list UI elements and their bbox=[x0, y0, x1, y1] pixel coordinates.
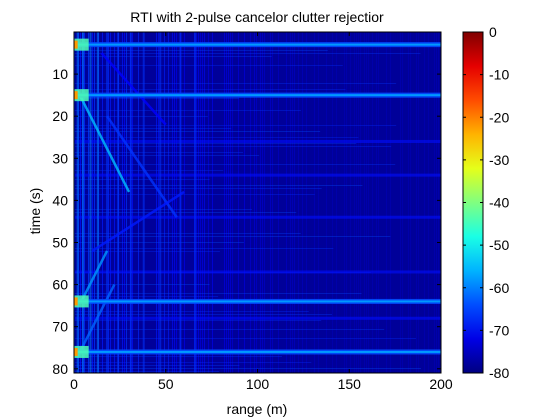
y-axis-label: time (s) bbox=[27, 188, 43, 235]
x-axis-label: range (m) bbox=[227, 401, 288, 417]
range-column-47 bbox=[159, 32, 162, 373]
colorbar-label--70: -70 bbox=[489, 322, 509, 338]
range-column-31 bbox=[129, 32, 132, 373]
range-column-5 bbox=[82, 32, 85, 373]
range-column-66 bbox=[194, 32, 197, 373]
range-column-9 bbox=[89, 32, 92, 373]
y-tick-label-70: 70 bbox=[52, 319, 68, 335]
x-tick-label-100: 100 bbox=[246, 376, 270, 392]
range-column-13 bbox=[96, 32, 99, 373]
bright-band-76 bbox=[74, 345, 441, 358]
target-track-5 bbox=[100, 52, 167, 126]
range-column-18 bbox=[106, 32, 109, 373]
stripe-band-44 bbox=[74, 215, 441, 219]
y-tick-label-40: 40 bbox=[52, 192, 68, 208]
colorbar: 0 -10 -20 -30 -40 -50 -60 -70 -80 bbox=[462, 24, 509, 381]
colorbar-label--30: -30 bbox=[489, 152, 509, 168]
colorbar-label--20: -20 bbox=[489, 109, 509, 125]
y-tick-label-80: 80 bbox=[52, 361, 68, 377]
rti-heatmap bbox=[74, 32, 441, 373]
colorbar-label--40: -40 bbox=[489, 195, 509, 211]
x-tick-label-200: 200 bbox=[429, 376, 453, 392]
target-track-3 bbox=[91, 190, 185, 252]
y-tick-label-30: 30 bbox=[52, 150, 68, 166]
range-column-texture bbox=[74, 32, 439, 373]
stripe-band-57 bbox=[74, 270, 441, 274]
colorbar-label--80: -80 bbox=[489, 365, 509, 381]
target-track-1 bbox=[76, 90, 131, 193]
bright-band-3 bbox=[74, 38, 441, 51]
colorbar-label--60: -60 bbox=[489, 280, 509, 296]
range-column-2 bbox=[76, 32, 79, 373]
axes: 0 50 100 150 200 10 20 30 40 50 60 70 80 bbox=[52, 31, 453, 392]
stripe-band-26 bbox=[74, 139, 441, 143]
y-tick-label-60: 60 bbox=[52, 277, 68, 293]
target-track-6 bbox=[76, 284, 116, 357]
x-tick-label-0: 0 bbox=[70, 376, 78, 392]
range-column-24 bbox=[117, 32, 120, 373]
stripe-band-68 bbox=[74, 316, 441, 320]
range-column-38 bbox=[142, 32, 145, 373]
colorbar-label-0: 0 bbox=[489, 24, 497, 40]
x-tick-label-150: 150 bbox=[338, 376, 362, 392]
x-tick-label-50: 50 bbox=[158, 376, 174, 392]
chart-title: RTI with 2-pulse cancelor clutter reject… bbox=[130, 9, 384, 25]
range-column-58 bbox=[179, 32, 182, 373]
bright-band-15 bbox=[74, 89, 441, 102]
stripe-band-34 bbox=[74, 173, 441, 177]
y-tick-label-50: 50 bbox=[52, 234, 68, 250]
colorbar-label--10: -10 bbox=[489, 67, 509, 83]
y-tick-label-10: 10 bbox=[52, 66, 68, 82]
colorbar-label--50: -50 bbox=[489, 237, 509, 253]
y-tick-label-20: 20 bbox=[52, 108, 68, 124]
target-track-2 bbox=[106, 115, 178, 218]
target-track-4 bbox=[80, 250, 109, 302]
bright-band-64 bbox=[74, 295, 441, 308]
